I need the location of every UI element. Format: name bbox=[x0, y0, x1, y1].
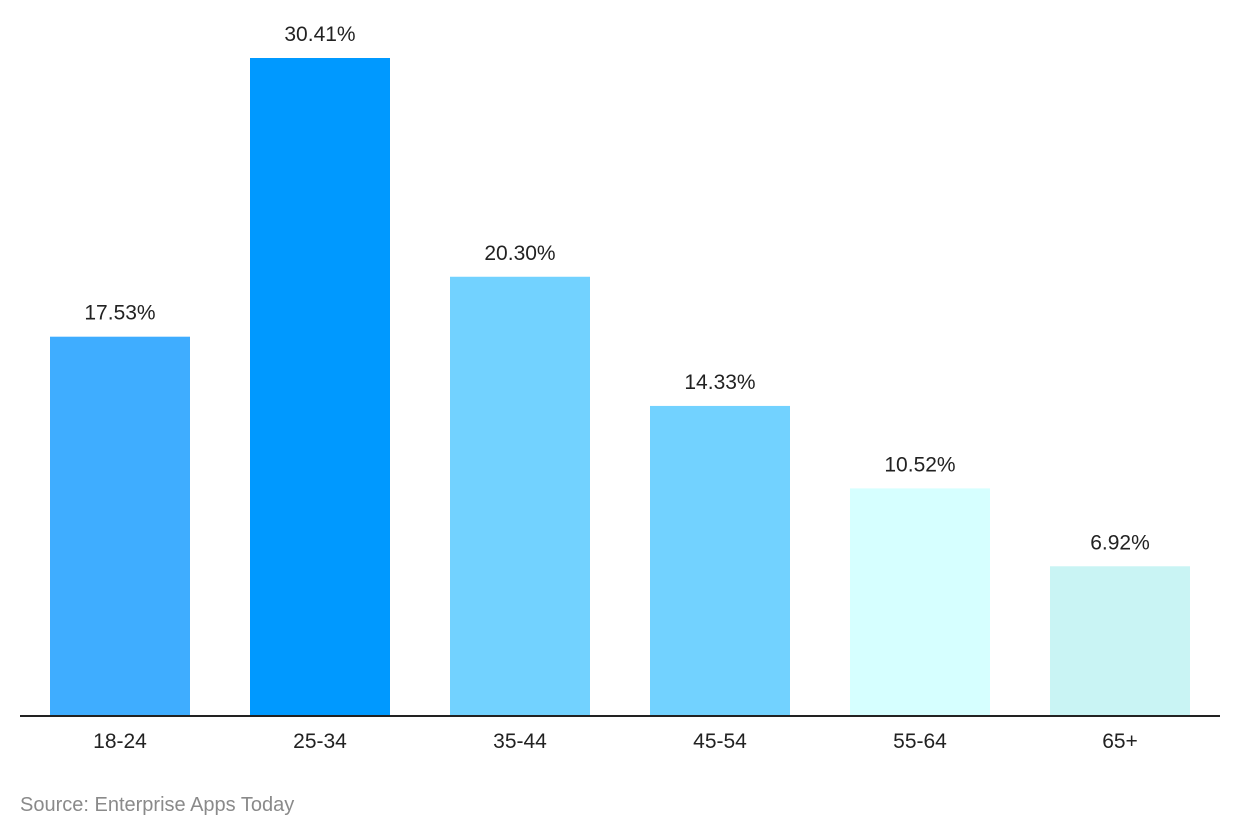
value-label-65+: 6.92% bbox=[1090, 531, 1150, 554]
value-labels-group: 17.53% 30.41% 20.30% 14.33% 10.52% 6.92% bbox=[84, 23, 1149, 554]
bar-25-34 bbox=[250, 58, 390, 716]
x-tick-labels-group: 18-24 25-34 35-44 45-54 55-64 65+ bbox=[93, 730, 1138, 753]
bar-35-44 bbox=[450, 276, 590, 716]
value-label-55-64: 10.52% bbox=[884, 453, 955, 476]
x-tick-label-55-64: 55-64 bbox=[893, 730, 947, 753]
bar-18-24 bbox=[50, 336, 190, 716]
value-label-45-54: 14.33% bbox=[684, 371, 755, 394]
x-tick-label-65+: 65+ bbox=[1102, 730, 1138, 753]
bars-group bbox=[50, 58, 1190, 716]
source-note: Source: Enterprise Apps Today bbox=[20, 794, 295, 816]
x-tick-label-18-24: 18-24 bbox=[93, 730, 147, 753]
value-label-35-44: 20.30% bbox=[484, 242, 555, 265]
x-tick-label-45-54: 45-54 bbox=[693, 730, 747, 753]
bar-55-64 bbox=[850, 488, 990, 716]
bar-65+ bbox=[1050, 566, 1190, 716]
bar-45-54 bbox=[650, 405, 790, 716]
x-tick-label-35-44: 35-44 bbox=[493, 730, 547, 753]
value-label-18-24: 17.53% bbox=[84, 302, 155, 325]
x-tick-label-25-34: 25-34 bbox=[293, 730, 347, 753]
value-label-25-34: 30.41% bbox=[284, 23, 355, 46]
